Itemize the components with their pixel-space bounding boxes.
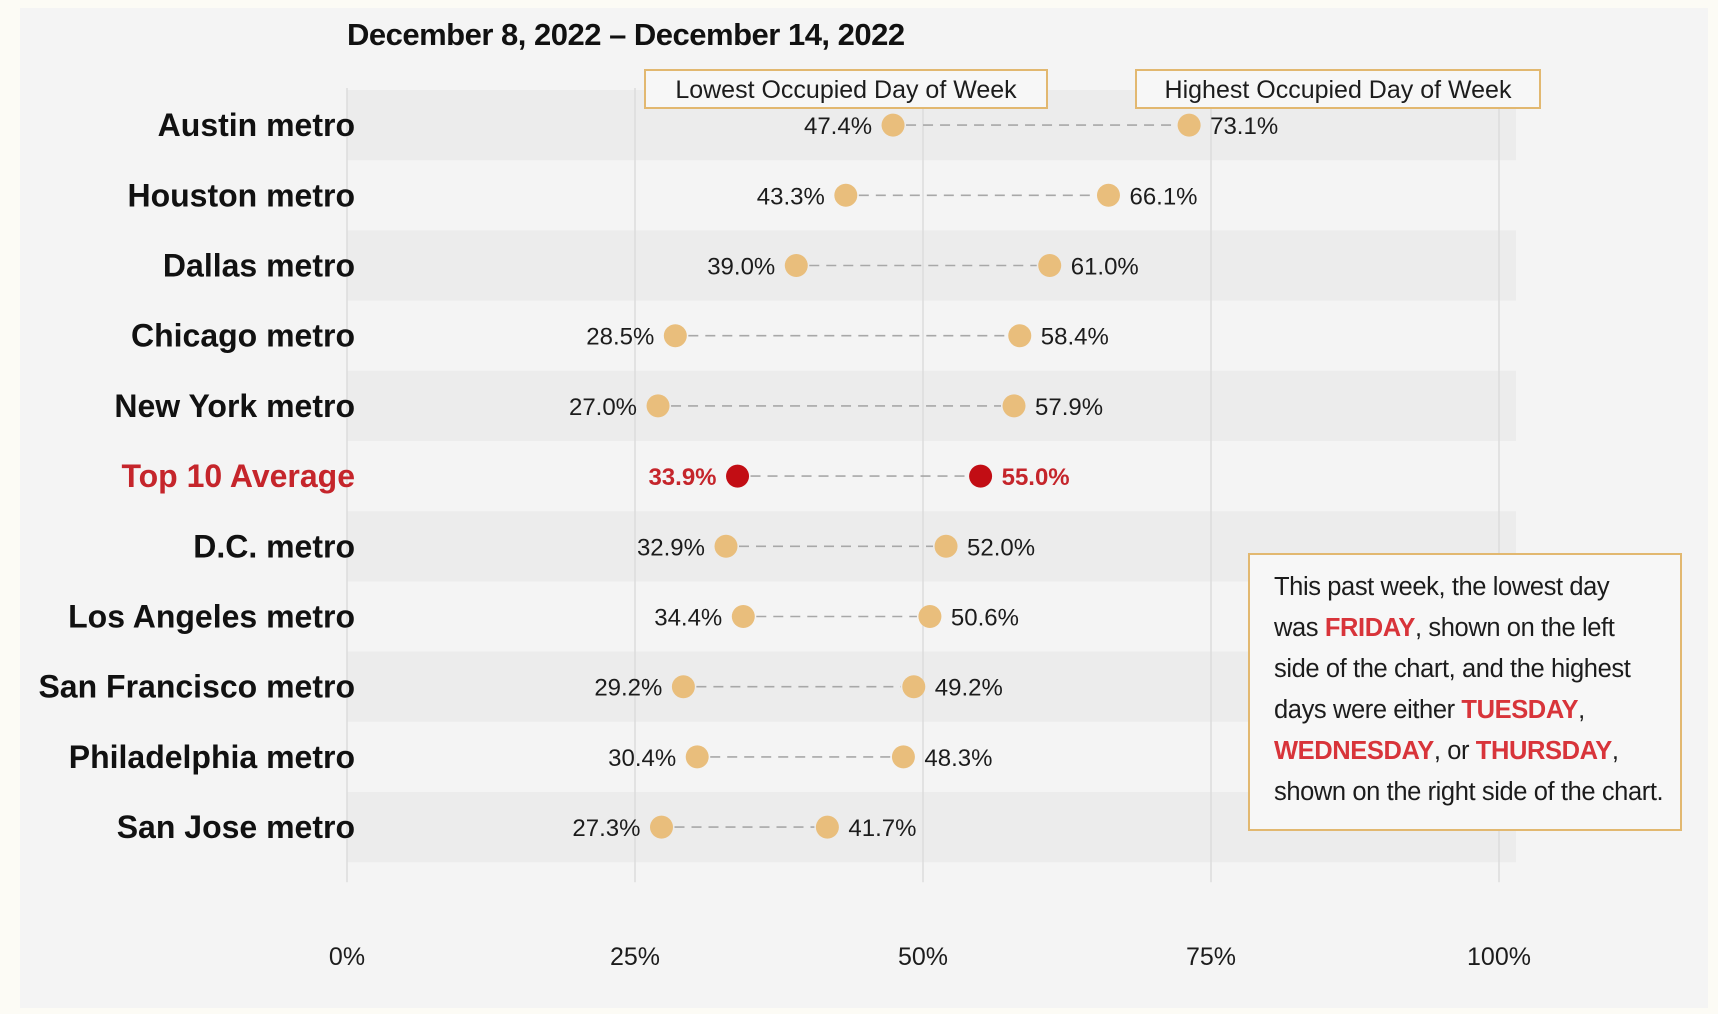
category-label: San Jose metro — [117, 809, 355, 845]
low-dot — [881, 113, 905, 137]
low-value-label: 27.0% — [569, 394, 637, 421]
low-dot — [649, 815, 673, 839]
low-value-label: 28.5% — [586, 324, 654, 351]
chart-title: December 8, 2022 – December 14, 2022 — [347, 17, 905, 52]
high-dot — [1038, 254, 1062, 277]
x-tick-label: 75% — [1186, 943, 1236, 971]
low-value-label: 47.4% — [804, 113, 872, 140]
high-dot — [891, 745, 915, 769]
high-value-label: 73.1% — [1210, 113, 1278, 140]
high-value-label: 41.7% — [848, 815, 916, 842]
legend-low-label: Lowest Occupied Day of Week — [675, 76, 1017, 104]
high-dot — [1008, 324, 1032, 348]
annotation-text: , — [1611, 737, 1619, 765]
high-value-label: 50.6% — [951, 605, 1019, 632]
x-tick-label: 25% — [610, 943, 660, 971]
high-value-label: 58.4% — [1041, 324, 1109, 351]
annotation-text: , — [1578, 696, 1585, 724]
category-label: San Francisco metro — [38, 669, 355, 705]
low-value-label: 43.3% — [757, 183, 825, 210]
category-label: Chicago metro — [131, 318, 355, 354]
low-value-label: 30.4% — [608, 745, 676, 772]
category-label: Los Angeles metro — [68, 599, 355, 635]
annotation-text: This past week, the lowest day — [1274, 573, 1610, 601]
category-label: D.C. metro — [193, 528, 355, 564]
legend-high-box — [1135, 69, 1541, 109]
high-dot — [815, 815, 839, 839]
occupancy-chart: 0% 25% 50% 75% 100% December 8, 2022 – Decemb… — [20, 8, 1708, 1008]
high-value-label: 48.3% — [924, 745, 992, 772]
category-label: Houston metro — [127, 177, 355, 213]
category-label: Dallas metro — [163, 248, 355, 284]
annotation-box: This past week, the lowest day was FRIDA… — [1248, 553, 1682, 831]
low-dot — [726, 464, 750, 488]
high-value-label: 55.0% — [1002, 464, 1070, 491]
high-dot — [918, 605, 942, 628]
annotation-text: , or — [1433, 737, 1476, 765]
legend-low-box — [644, 69, 1048, 109]
low-dot — [685, 745, 709, 769]
category-label: New York metro — [114, 388, 355, 424]
x-tick-label: 50% — [898, 943, 948, 971]
annotation-friday: FRIDAY — [1324, 614, 1416, 642]
x-tick-label: 100% — [1467, 943, 1531, 971]
category-label: Philadelphia metro — [69, 739, 355, 775]
x-tick-label: 0% — [329, 943, 365, 971]
low-dot — [834, 183, 858, 207]
low-dot — [731, 605, 755, 628]
category-label: Top 10 Average — [121, 458, 355, 494]
low-value-label: 34.4% — [654, 605, 722, 632]
annotation-text: shown on the right side of the chart. — [1274, 778, 1664, 806]
low-value-label: 39.0% — [707, 254, 775, 281]
high-dot — [902, 675, 926, 699]
high-value-label: 52.0% — [967, 534, 1035, 561]
annotation-wednesday: WEDNESDAY — [1274, 737, 1434, 765]
annotation-text: , shown on the left — [1415, 614, 1615, 642]
annotation-text: was — [1274, 614, 1325, 642]
high-value-label: 66.1% — [1129, 183, 1197, 210]
category-label: Austin metro — [158, 107, 355, 143]
low-value-label: 27.3% — [572, 815, 640, 842]
annotation-text: side of the chart, and the highest — [1274, 655, 1631, 683]
low-value-label: 29.2% — [594, 675, 662, 702]
low-dot — [671, 675, 695, 699]
annotation-thursday: THURSDAY — [1475, 737, 1613, 765]
high-dot — [934, 534, 958, 558]
low-dot — [714, 534, 738, 558]
annotation-tuesday: TUESDAY — [1461, 696, 1579, 724]
high-dot — [969, 464, 993, 488]
high-value-label: 49.2% — [935, 675, 1003, 702]
low-dot — [663, 324, 687, 348]
high-dot — [1002, 394, 1026, 418]
low-dot — [646, 394, 670, 418]
high-dot — [1177, 113, 1201, 137]
low-value-label: 33.9% — [648, 464, 716, 491]
high-dot — [1096, 183, 1120, 207]
low-dot — [784, 254, 808, 277]
low-value-label: 32.9% — [637, 534, 705, 561]
chart-svg: 0% 25% 50% 75% 100% December 8, 2022 – Decemb… — [38, 17, 1541, 971]
high-value-label: 61.0% — [1071, 254, 1139, 281]
legend-high-label: Highest Occupied Day of Week — [1165, 76, 1512, 104]
annotation-text: days were either — [1274, 696, 1462, 724]
high-value-label: 57.9% — [1035, 394, 1103, 421]
